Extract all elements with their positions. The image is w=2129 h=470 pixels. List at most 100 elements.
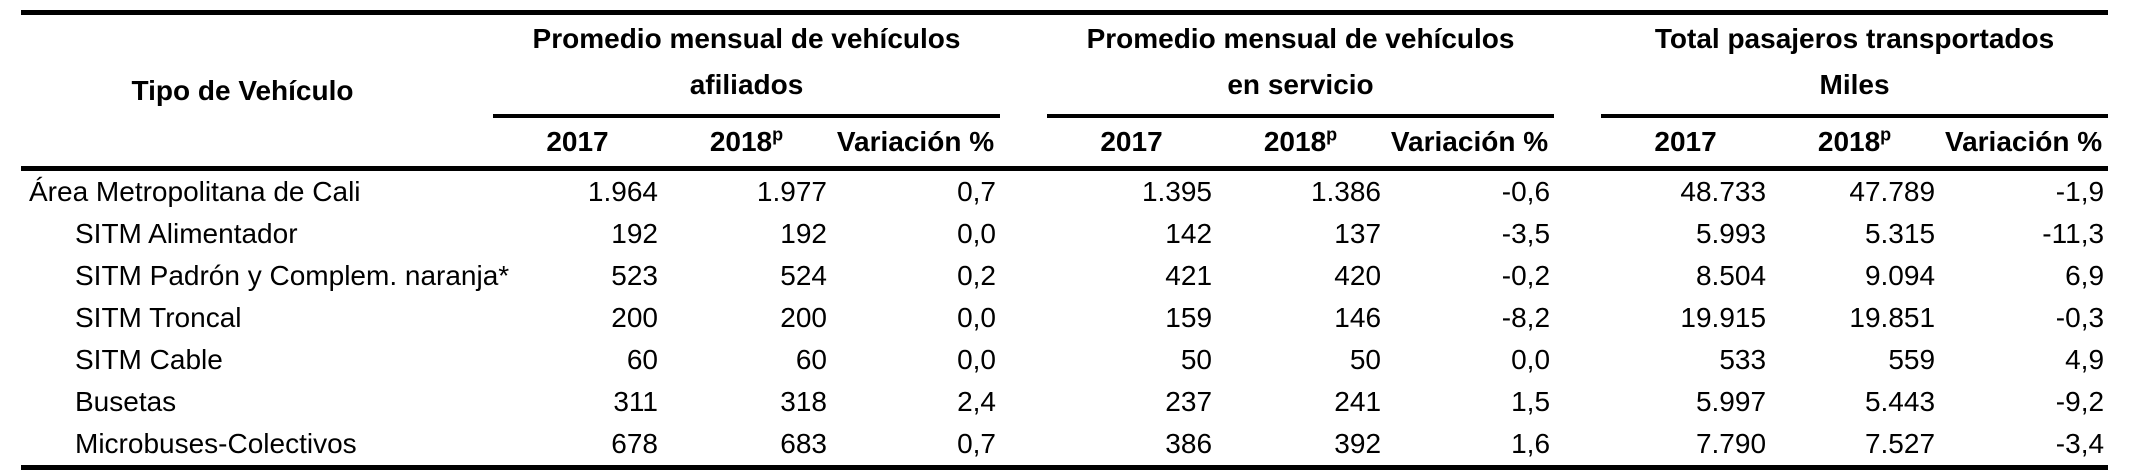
- value-cell: 683: [662, 423, 831, 470]
- value-cell: 9.094: [1864, 260, 1936, 291]
- value-cell: 146: [1334, 302, 1382, 333]
- value-cell: 8.504: [1695, 260, 1767, 291]
- col-header-2018: 2018p: [1216, 116, 1386, 171]
- value-cell: 1,5: [1511, 386, 1551, 417]
- col-header-2017: 2017: [1601, 116, 1771, 171]
- value-cell: 50: [1349, 344, 1382, 375]
- column-gap: [1000, 255, 1047, 297]
- group-header-row: Tipo de Vehículo Promedio mensual de veh…: [21, 10, 2109, 171]
- value-cell: 192: [780, 218, 827, 249]
- table-row: Área Metropolitana de Cali 1.964 1.977 0…: [21, 169, 2108, 214]
- value-cell: 0,2: [957, 260, 997, 291]
- value-cell: 1.977: [756, 176, 827, 207]
- group-title-line2: en servicio: [1227, 69, 1374, 100]
- preliminary-superscript: p: [772, 124, 784, 145]
- value-cell: 1,6: [1385, 423, 1555, 470]
- value-cell: 60: [626, 344, 658, 375]
- value-cell: -0,6: [1501, 176, 1551, 207]
- value-cell: 47.789: [1849, 176, 1936, 207]
- value-cell: 5.997: [1695, 386, 1767, 417]
- row-label: SITM Troncal: [75, 302, 242, 333]
- value-cell: -3,4: [1939, 423, 2109, 470]
- row-label: SITM Alimentador: [75, 218, 298, 249]
- col-header-2018: 2018p: [1770, 116, 1940, 171]
- column-gap: [1000, 423, 1048, 470]
- col-header-variacion: Variación %: [1385, 116, 1555, 171]
- value-cell: 192: [611, 218, 658, 249]
- value-cell: 0,0: [1511, 344, 1551, 375]
- table-row: Busetas 311 318 2,4 237 241 1,5 5.997 5.…: [21, 381, 2108, 423]
- value-cell: 5.315: [1864, 218, 1936, 249]
- row-header-tipo-de-vehiculo: Tipo de Vehículo: [21, 10, 493, 171]
- table-row: Microbuses-Colectivos 678 683 0,7 386 39…: [21, 423, 2109, 470]
- col-header-variacion: Variación %: [831, 116, 1001, 171]
- table-row: SITM Alimentador 192 192 0,0 142 137 -3,…: [21, 213, 2108, 255]
- value-cell: 311: [613, 386, 658, 417]
- value-cell: 0,0: [957, 344, 997, 375]
- value-cell: 5.993: [1695, 218, 1767, 249]
- column-gap: [1000, 339, 1047, 381]
- value-cell: -1,9: [2055, 176, 2105, 207]
- table-row: SITM Padrón y Complem. naranja* 523 524 …: [21, 255, 2108, 297]
- value-cell: 241: [1334, 386, 1382, 417]
- value-cell: 159: [1165, 302, 1213, 333]
- value-cell: -11,3: [2042, 218, 2105, 249]
- col-header-variacion: Variación %: [1939, 116, 2109, 171]
- preliminary-superscript: p: [1880, 124, 1892, 145]
- group-title-line1: Promedio mensual de vehículos: [532, 23, 961, 54]
- table-row: SITM Cable 60 60 0,0 50 50 0,0 533 559 4…: [21, 339, 2108, 381]
- value-cell: 392: [1216, 423, 1386, 470]
- column-gap: [1554, 339, 1601, 381]
- column-gap: [1554, 297, 1601, 339]
- row-label: Microbuses-Colectivos: [21, 423, 493, 470]
- value-cell: 420: [1334, 260, 1382, 291]
- group-title-line1: Total pasajeros transportados: [1654, 23, 2055, 54]
- row-label: Busetas: [75, 386, 177, 417]
- value-cell: 0,7: [831, 423, 1001, 470]
- column-gap: [1554, 169, 1601, 214]
- value-cell: 19.915: [1680, 302, 1767, 333]
- value-cell: 7.790: [1601, 423, 1771, 470]
- value-cell: 4,9: [2065, 344, 2105, 375]
- row-label: Área Metropolitana de Cali: [29, 176, 361, 207]
- value-cell: 421: [1165, 260, 1213, 291]
- value-cell: 5.443: [1864, 386, 1936, 417]
- value-cell: 50: [1180, 344, 1213, 375]
- value-cell: 524: [780, 260, 827, 291]
- value-cell: 200: [780, 302, 827, 333]
- value-cell: 0,0: [957, 302, 997, 333]
- group-header-miles: Total pasajeros transportados Miles: [1601, 10, 2109, 118]
- value-cell: 0,0: [957, 218, 997, 249]
- value-cell: 0,7: [957, 176, 997, 207]
- value-cell: 60: [795, 344, 827, 375]
- column-gap: [1554, 255, 1601, 297]
- group-header-en-servicio: Promedio mensual de vehículos en servici…: [1047, 10, 1555, 118]
- value-cell: 523: [611, 260, 658, 291]
- value-cell: -0,2: [1501, 260, 1551, 291]
- value-cell: 6,9: [2065, 260, 2105, 291]
- value-cell: 559: [1888, 344, 1936, 375]
- preliminary-superscript: p: [1326, 124, 1338, 145]
- column-gap: [1000, 381, 1047, 423]
- value-cell: 19.851: [1849, 302, 1936, 333]
- group-header-afiliados: Promedio mensual de vehículos afiliados: [493, 10, 1001, 118]
- value-cell: -9,2: [2055, 386, 2105, 417]
- value-cell: 237: [1165, 386, 1213, 417]
- value-cell: 137: [1334, 218, 1382, 249]
- column-gap: [1000, 213, 1047, 255]
- value-cell: 1.395: [1141, 176, 1213, 207]
- statistics-table-sheet: Tipo de Vehículo Promedio mensual de veh…: [21, 10, 2109, 470]
- column-gap: [1554, 423, 1602, 470]
- column-gap: [1000, 169, 1047, 214]
- value-cell: -3,5: [1501, 218, 1551, 249]
- value-cell: 533: [1719, 344, 1767, 375]
- row-label: SITM Cable: [75, 344, 223, 375]
- value-cell: 2,4: [957, 386, 997, 417]
- col-header-2017: 2017: [493, 116, 662, 171]
- value-cell: -0,3: [2055, 302, 2105, 333]
- column-gap: [1554, 381, 1601, 423]
- value-cell: -8,2: [1501, 302, 1551, 333]
- value-cell: 7.527: [1770, 423, 1940, 470]
- col-header-2017: 2017: [1047, 116, 1217, 171]
- value-cell: 1.386: [1310, 176, 1382, 207]
